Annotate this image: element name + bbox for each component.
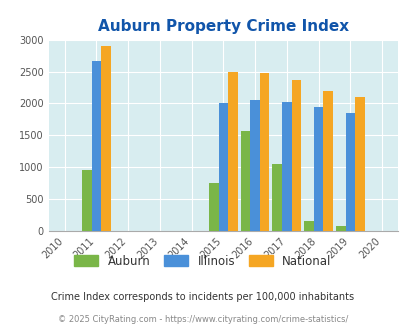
Bar bbox=[82, 170, 92, 231]
Bar bbox=[313, 107, 322, 231]
Bar bbox=[322, 91, 332, 231]
Legend: Auburn, Illinois, National: Auburn, Illinois, National bbox=[70, 250, 335, 273]
Bar bbox=[281, 102, 291, 231]
Bar bbox=[354, 97, 364, 231]
Bar bbox=[209, 183, 218, 231]
Text: Crime Index corresponds to incidents per 100,000 inhabitants: Crime Index corresponds to incidents per… bbox=[51, 292, 354, 302]
Bar bbox=[228, 72, 237, 231]
Bar bbox=[218, 103, 228, 231]
Bar bbox=[101, 46, 110, 231]
Text: © 2025 CityRating.com - https://www.cityrating.com/crime-statistics/: © 2025 CityRating.com - https://www.city… bbox=[58, 315, 347, 324]
Bar bbox=[345, 113, 354, 231]
Bar bbox=[249, 100, 259, 231]
Bar bbox=[92, 61, 101, 231]
Bar bbox=[272, 164, 281, 231]
Bar bbox=[335, 226, 345, 231]
Bar bbox=[291, 81, 301, 231]
Bar bbox=[259, 73, 269, 231]
Title: Auburn Property Crime Index: Auburn Property Crime Index bbox=[98, 19, 348, 34]
Bar bbox=[240, 131, 249, 231]
Bar bbox=[303, 221, 313, 231]
